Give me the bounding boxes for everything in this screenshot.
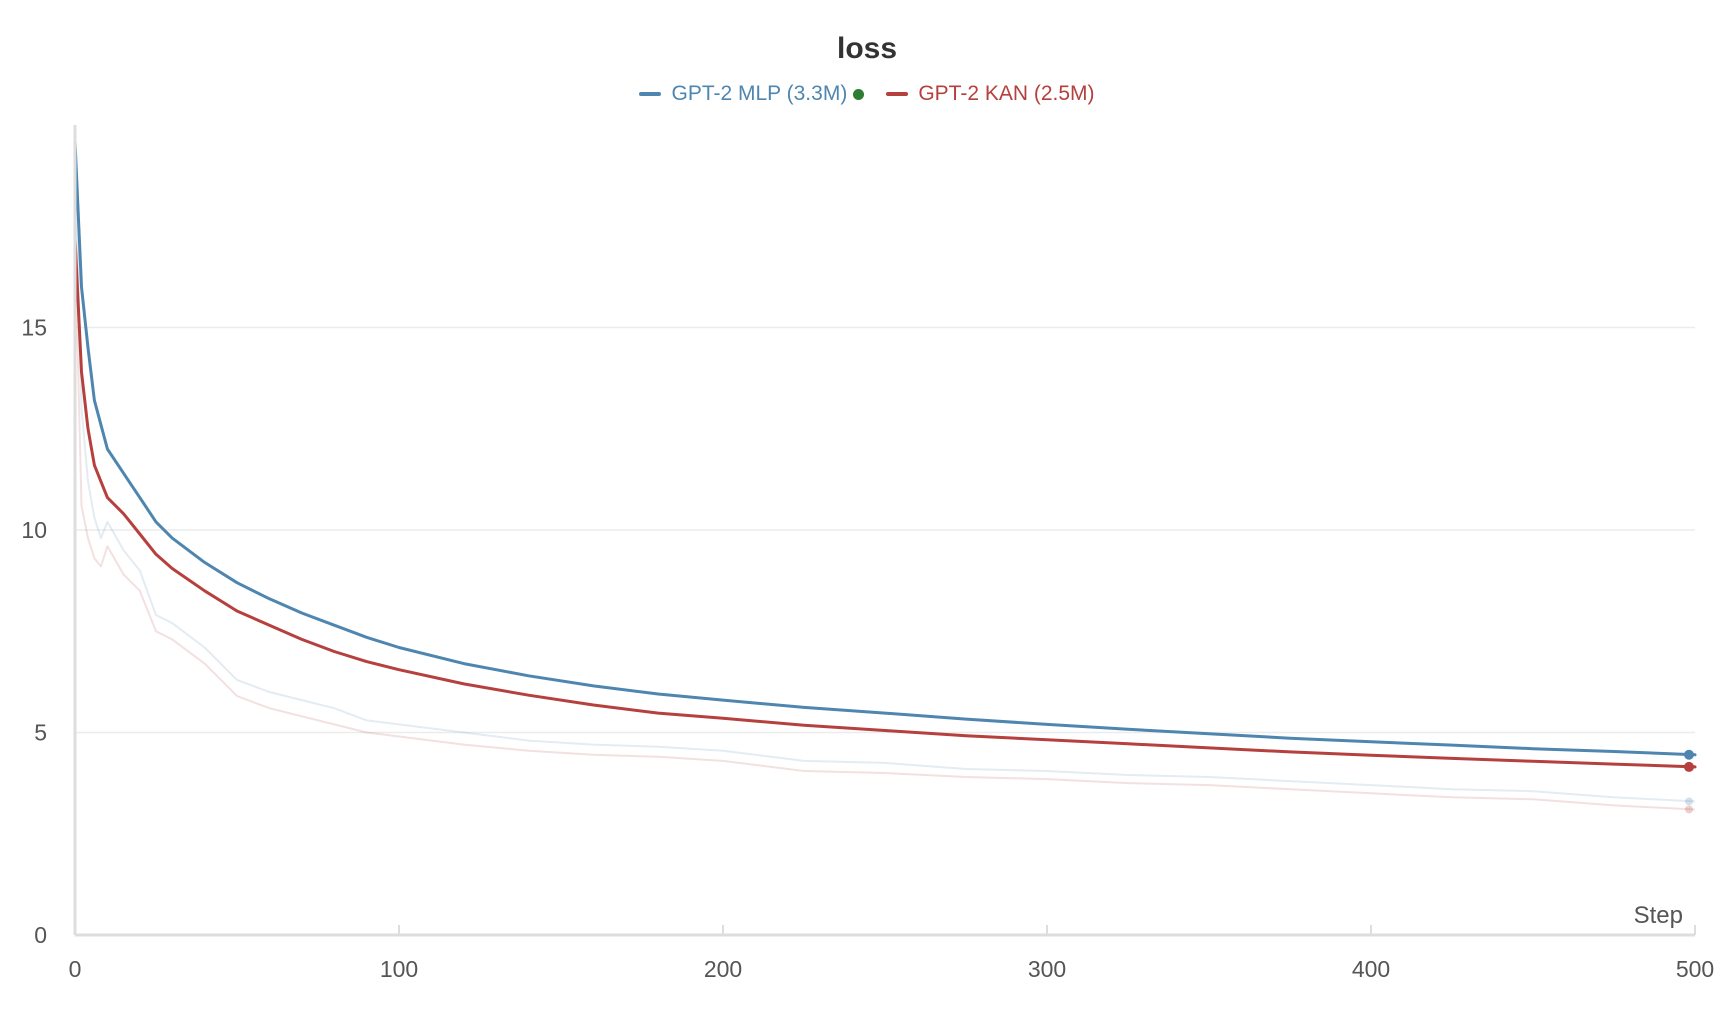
x-axis-title: Step [1634,902,1683,929]
x-tick-label-300: 300 [1028,956,1066,982]
raw-line-kan [74,238,1696,811]
legend-label-mlp: GPT-2 MLP (3.3M) [671,82,848,105]
chart-title: loss [836,32,898,65]
y-tick-label-0: 0 [34,922,47,948]
tick-labels: 0 5 10 15 0 100 200 300 400 500 [21,315,1714,983]
x-tick-label-400: 400 [1352,956,1390,982]
raw-line-mlp [74,141,1696,803]
end-markers [1684,749,1694,814]
legend-swatch-mlp [639,92,662,96]
grid-lines [75,326,1695,734]
smoothed-series-lines [73,139,1697,769]
legend-item-mlp[interactable]: GPT-2 MLP (3.3M) [639,82,865,106]
legend-item-kan[interactable]: GPT-2 KAN (2.5M) [886,82,1095,106]
y-tick-label-5: 5 [34,720,47,746]
legend-status-dot-icon [853,88,865,100]
legend: GPT-2 MLP (3.3M) GPT-2 KAN (2.5M) [0,82,1734,106]
raw-series-lines [74,141,1696,811]
x-tick-label-100: 100 [380,956,418,982]
raw-end-point-kan [1685,805,1693,814]
smoothed-line-kan [73,236,1697,769]
legend-swatch-kan [886,92,909,96]
y-tick-label-15: 15 [21,315,47,341]
legend-label-kan: GPT-2 KAN (2.5M) [918,82,1095,105]
end-point-mlp [1684,749,1694,760]
x-tick-label-500: 500 [1676,956,1714,982]
raw-end-point-mlp [1685,797,1693,806]
x-tick-label-0: 0 [69,956,82,982]
y-tick-label-10: 10 [21,517,47,543]
end-point-kan [1684,761,1694,772]
smoothed-line-mlp [73,139,1697,757]
x-tick-label-200: 200 [704,956,742,982]
axes [73,125,1696,937]
